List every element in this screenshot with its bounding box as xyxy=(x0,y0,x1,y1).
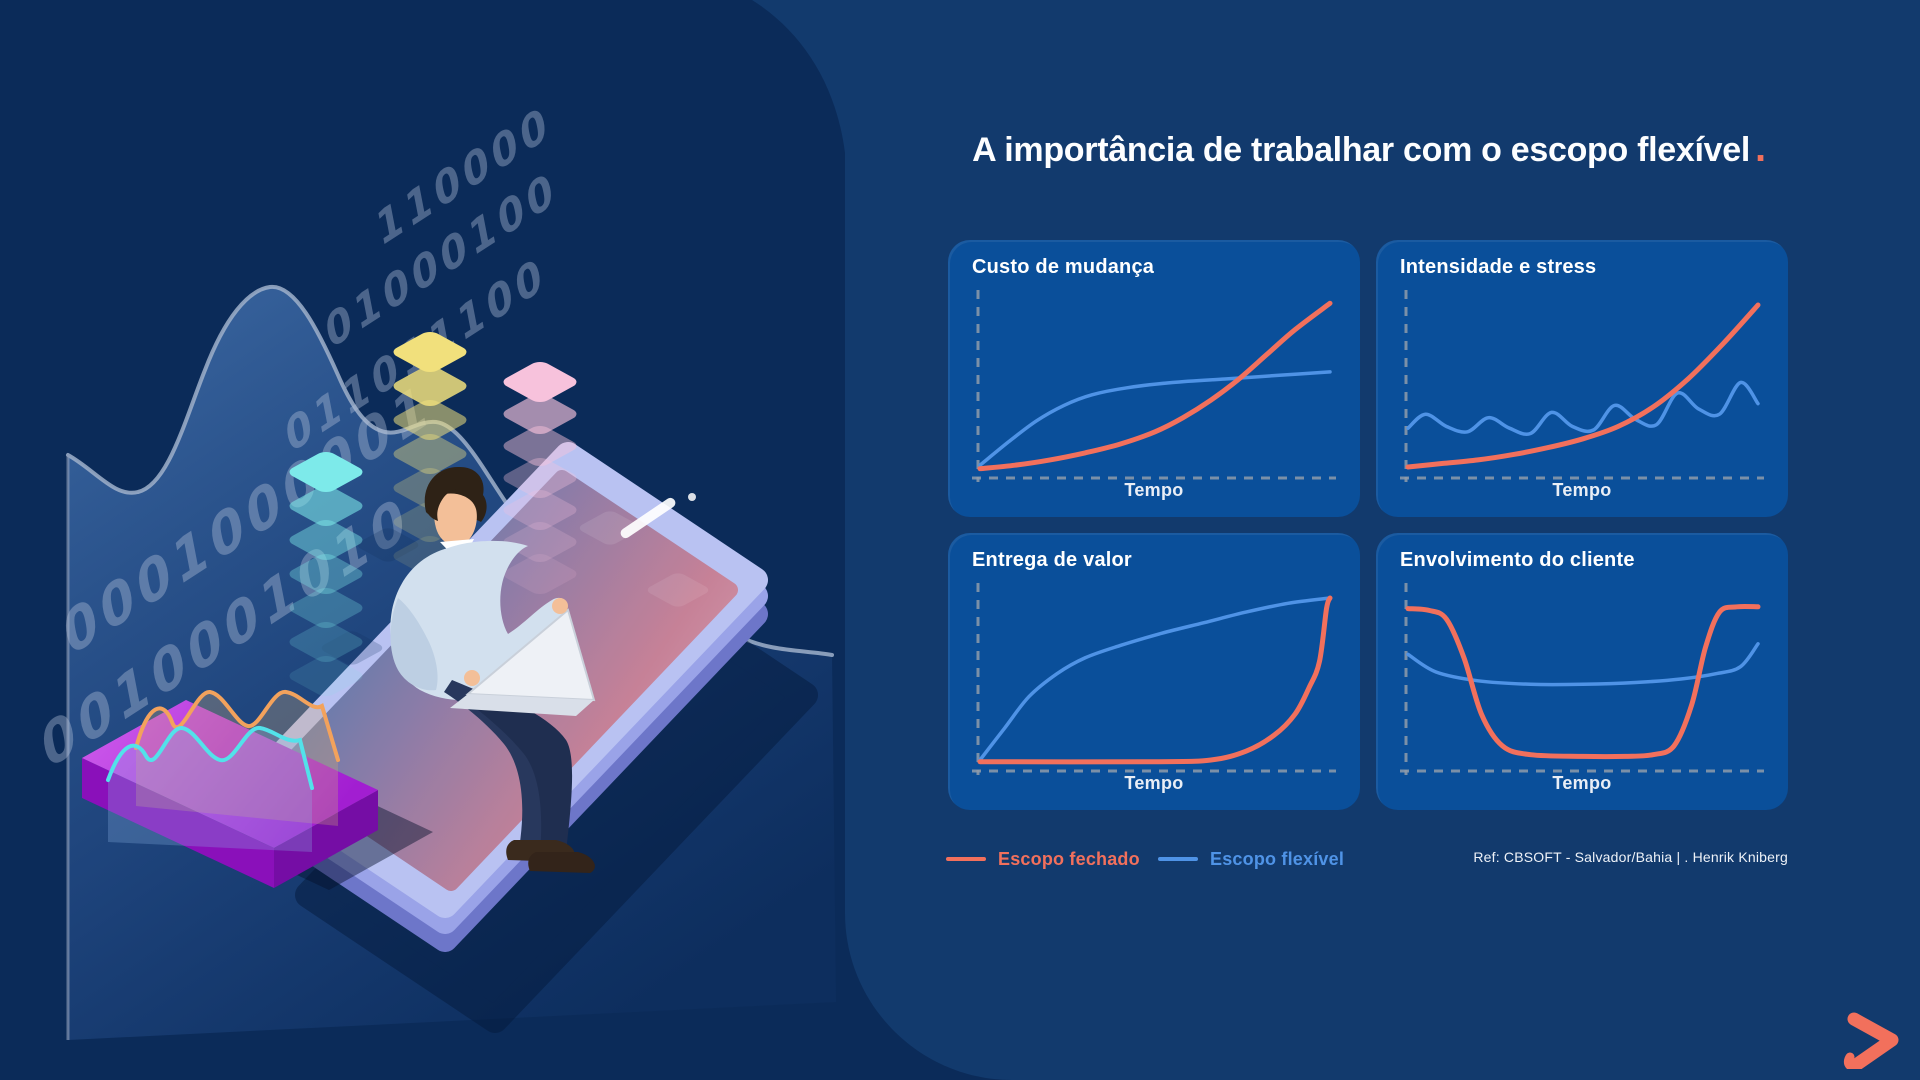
legend-swatch-orange xyxy=(946,857,986,861)
person-shoe xyxy=(528,852,595,873)
series-line-escopo-fechado xyxy=(977,300,1333,472)
podium-ribbon-front xyxy=(108,727,312,852)
person-leg xyxy=(470,690,573,852)
laptop-keyboard xyxy=(450,694,594,716)
podium-ribbon-back xyxy=(136,691,338,826)
x-axis-label: Tempo xyxy=(1124,773,1184,793)
diamond-stack-pink xyxy=(503,361,577,595)
reference-text: Ref: CBSOFT - Salvador/Bahia | . Henrik … xyxy=(1473,849,1788,865)
series-line-escopo-fechado xyxy=(977,595,1333,765)
chart-title: Custo de mudança xyxy=(972,256,1155,278)
legend-label: Escopo fechado xyxy=(998,848,1140,869)
series-line-escopo-flexivel xyxy=(1406,642,1760,687)
chevron-right-icon xyxy=(1847,1012,1899,1069)
chart-card-intensidade-e-stress: Intensidade e stress Tempo xyxy=(1376,240,1788,517)
person-hand xyxy=(464,670,480,686)
chart-title: Envolvimento do cliente xyxy=(1400,549,1635,571)
title-accent-dot: . xyxy=(1755,126,1766,170)
podium-ribbon-back-edge xyxy=(134,690,340,762)
series-line-escopo-fechado xyxy=(1405,603,1761,760)
page-title-text: A importância de trabalhar com o escopo … xyxy=(972,131,1751,169)
podium-top xyxy=(82,700,378,848)
chart-card-custo-de-mudanca: Custo de mudança Tempo xyxy=(948,240,1360,517)
chart-plot xyxy=(1400,583,1764,775)
podium-illustration xyxy=(82,690,433,890)
x-axis-label: Tempo xyxy=(1552,773,1612,793)
chart-title: Entrega de valor xyxy=(972,549,1132,571)
series-line-escopo-flexivel xyxy=(1406,380,1760,436)
page-title: A importância de trabalhar com o escopo … xyxy=(948,126,1790,171)
phone-speaker xyxy=(620,497,676,539)
series-line-escopo-flexivel xyxy=(978,596,1332,762)
series-line-escopo-flexivel xyxy=(978,370,1332,467)
person-face xyxy=(433,493,477,546)
legend-item-escopo-flexivel: Escopo flexível xyxy=(1158,843,1344,875)
series-line-escopo-fechado xyxy=(1405,302,1761,470)
chart-plot xyxy=(1400,290,1764,482)
chart-card-envolvimento-do-cliente: Envolvimento do cliente Tempo xyxy=(1376,533,1788,810)
person-illustration xyxy=(390,466,596,873)
x-axis-label: Tempo xyxy=(1552,480,1612,500)
arrow-logo xyxy=(1843,1012,1899,1069)
chart-card-entrega-de-valor: Entrega de valor Tempo xyxy=(948,533,1360,810)
legend-swatch-blue xyxy=(1158,857,1198,861)
chart-plot xyxy=(972,290,1336,482)
legend-item-escopo-fechado: Escopo fechado xyxy=(946,843,1140,875)
person-hand xyxy=(552,598,568,614)
chart-title: Intensidade e stress xyxy=(1400,256,1597,278)
chart-plot xyxy=(972,583,1336,775)
legend-label: Escopo flexível xyxy=(1210,848,1345,869)
diamond-stack-cyan xyxy=(289,451,363,697)
diamond-stack-yellow xyxy=(393,331,467,577)
isometric-illustration: 110000 01000100 011011100 0001000001 001… xyxy=(32,97,836,1040)
x-axis-label: Tempo xyxy=(1124,480,1184,500)
podium-ribbon-front-edge xyxy=(106,726,314,790)
